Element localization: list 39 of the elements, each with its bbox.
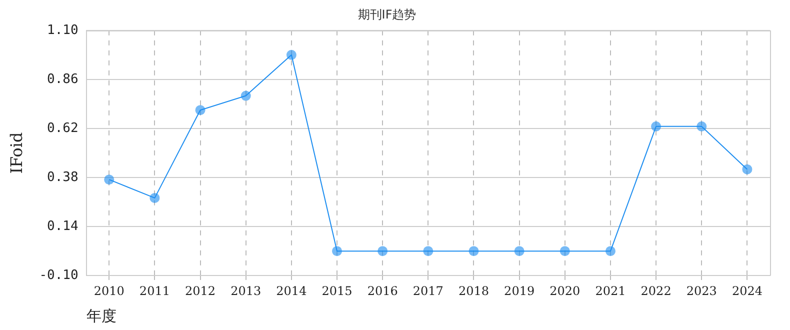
x-tick-label: 2015 [322, 284, 352, 298]
x-tick-label: 2019 [504, 284, 535, 298]
x-tick-label: 2024 [732, 284, 763, 298]
x-tick-label: 2020 [550, 284, 580, 298]
y-tick-label: 0.62 [47, 120, 78, 136]
point [378, 246, 388, 256]
point [468, 246, 479, 256]
point [514, 246, 524, 256]
point [423, 246, 434, 256]
point [651, 121, 662, 132]
point [195, 105, 206, 116]
x-tick-label: 2021 [595, 284, 626, 298]
x-tick-label: 2017 [412, 284, 444, 298]
x-tick-label: 2016 [367, 284, 398, 298]
x-tick-label: 2010 [94, 284, 124, 298]
y-tick-label: -0.10 [39, 268, 78, 283]
y-tick-label: 1.10 [47, 22, 78, 38]
y-axis-title: IFoid [6, 132, 26, 174]
x-tick-label: 2018 [458, 284, 490, 298]
x-tick-label: 2013 [230, 284, 262, 298]
chart-title: 期刊IF趋势 [358, 7, 416, 22]
x-tick-label: 2023 [686, 284, 717, 298]
y-tick-label: 0.38 [47, 170, 78, 185]
y-tick-label: 0.14 [47, 218, 78, 234]
point [104, 174, 114, 185]
x-tick-label: 2014 [276, 284, 308, 298]
x-axis-title: 年度 [86, 306, 116, 325]
point [286, 50, 296, 60]
x-tick-label: 2022 [640, 284, 672, 298]
point [332, 246, 342, 256]
point [605, 246, 616, 256]
point [742, 164, 752, 174]
point [240, 90, 251, 101]
point [696, 121, 707, 132]
y-tick-label: 0.86 [47, 72, 78, 87]
x-tick-label: 2012 [185, 284, 216, 298]
x-tick-label: 2011 [139, 284, 170, 298]
point [560, 246, 570, 256]
point [150, 192, 160, 203]
